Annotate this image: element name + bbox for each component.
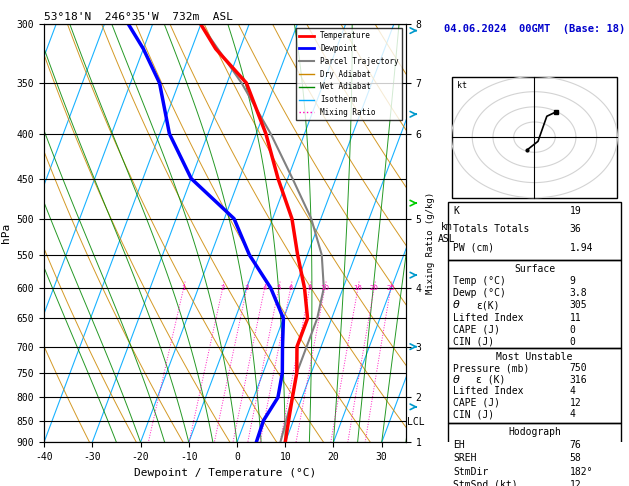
Text: Dewp (°C): Dewp (°C) [454,288,506,298]
Text: 9: 9 [570,276,576,286]
Text: 5: 5 [277,285,281,291]
Text: 182°: 182° [570,467,593,477]
Text: θ: θ [454,375,460,385]
Bar [448,260,621,348]
Text: 6: 6 [288,285,293,291]
Text: SREH: SREH [454,453,477,463]
Text: 58: 58 [570,453,582,463]
Text: CAPE (J): CAPE (J) [454,398,500,408]
Bar [448,202,621,260]
Text: K: K [454,206,459,216]
Text: 4: 4 [570,409,576,419]
Text: LCL: LCL [408,417,425,427]
Text: Pressure (mb): Pressure (mb) [454,363,530,373]
Y-axis label: hPa: hPa [1,223,11,243]
Text: 25: 25 [386,285,395,291]
Text: CAPE (J): CAPE (J) [454,325,500,335]
Text: 76: 76 [570,440,582,450]
Text: 4: 4 [262,285,267,291]
Bar [452,76,618,198]
Text: Mixing Ratio (g/kg): Mixing Ratio (g/kg) [426,192,435,294]
Text: StmSpd (kt): StmSpd (kt) [454,480,518,486]
Text: θ: θ [454,300,460,311]
Text: ε (K): ε (K) [476,375,506,385]
Text: Temp (°C): Temp (°C) [454,276,506,286]
Legend: Temperature, Dewpoint, Parcel Trajectory, Dry Adiabat, Wet Adiabat, Isotherm, Mi: Temperature, Dewpoint, Parcel Trajectory… [296,28,402,120]
Text: 305: 305 [570,300,587,311]
Text: 0: 0 [570,337,576,347]
Text: 3: 3 [245,285,249,291]
Bar [448,348,621,423]
Text: 19: 19 [570,206,582,216]
X-axis label: Dewpoint / Temperature (°C): Dewpoint / Temperature (°C) [134,468,316,478]
Text: 750: 750 [570,363,587,373]
Text: Surface: Surface [514,264,555,274]
Text: Lifted Index: Lifted Index [454,312,524,323]
Text: PW (cm): PW (cm) [454,243,494,253]
Text: 3.8: 3.8 [570,288,587,298]
Text: 316: 316 [570,375,587,385]
Text: 12: 12 [570,480,582,486]
Text: 36: 36 [570,225,582,234]
Text: 53°18'N  246°35'W  732m  ASL: 53°18'N 246°35'W 732m ASL [44,12,233,22]
Text: 11: 11 [570,312,582,323]
Text: 20: 20 [370,285,379,291]
Text: kt: kt [457,81,467,90]
Text: Most Unstable: Most Unstable [496,351,572,362]
Text: StmDir: StmDir [454,467,489,477]
Text: Totals Totals: Totals Totals [454,225,530,234]
Y-axis label: km
ASL: km ASL [438,223,455,244]
Text: Hodograph: Hodograph [508,427,561,437]
Text: CIN (J): CIN (J) [454,409,494,419]
Text: ε(K): ε(K) [476,300,499,311]
Text: 8: 8 [308,285,312,291]
Text: Lifted Index: Lifted Index [454,386,524,396]
Text: 4: 4 [570,386,576,396]
Text: 16: 16 [353,285,362,291]
Text: EH: EH [454,440,465,450]
Text: 0: 0 [570,325,576,335]
Bar [448,423,621,486]
Text: 04.06.2024  00GMT  (Base: 18): 04.06.2024 00GMT (Base: 18) [444,24,625,35]
Text: CIN (J): CIN (J) [454,337,494,347]
Text: 1.94: 1.94 [570,243,593,253]
Text: 12: 12 [570,398,582,408]
Text: 1: 1 [181,285,186,291]
Text: 10: 10 [320,285,330,291]
Text: 2: 2 [221,285,225,291]
